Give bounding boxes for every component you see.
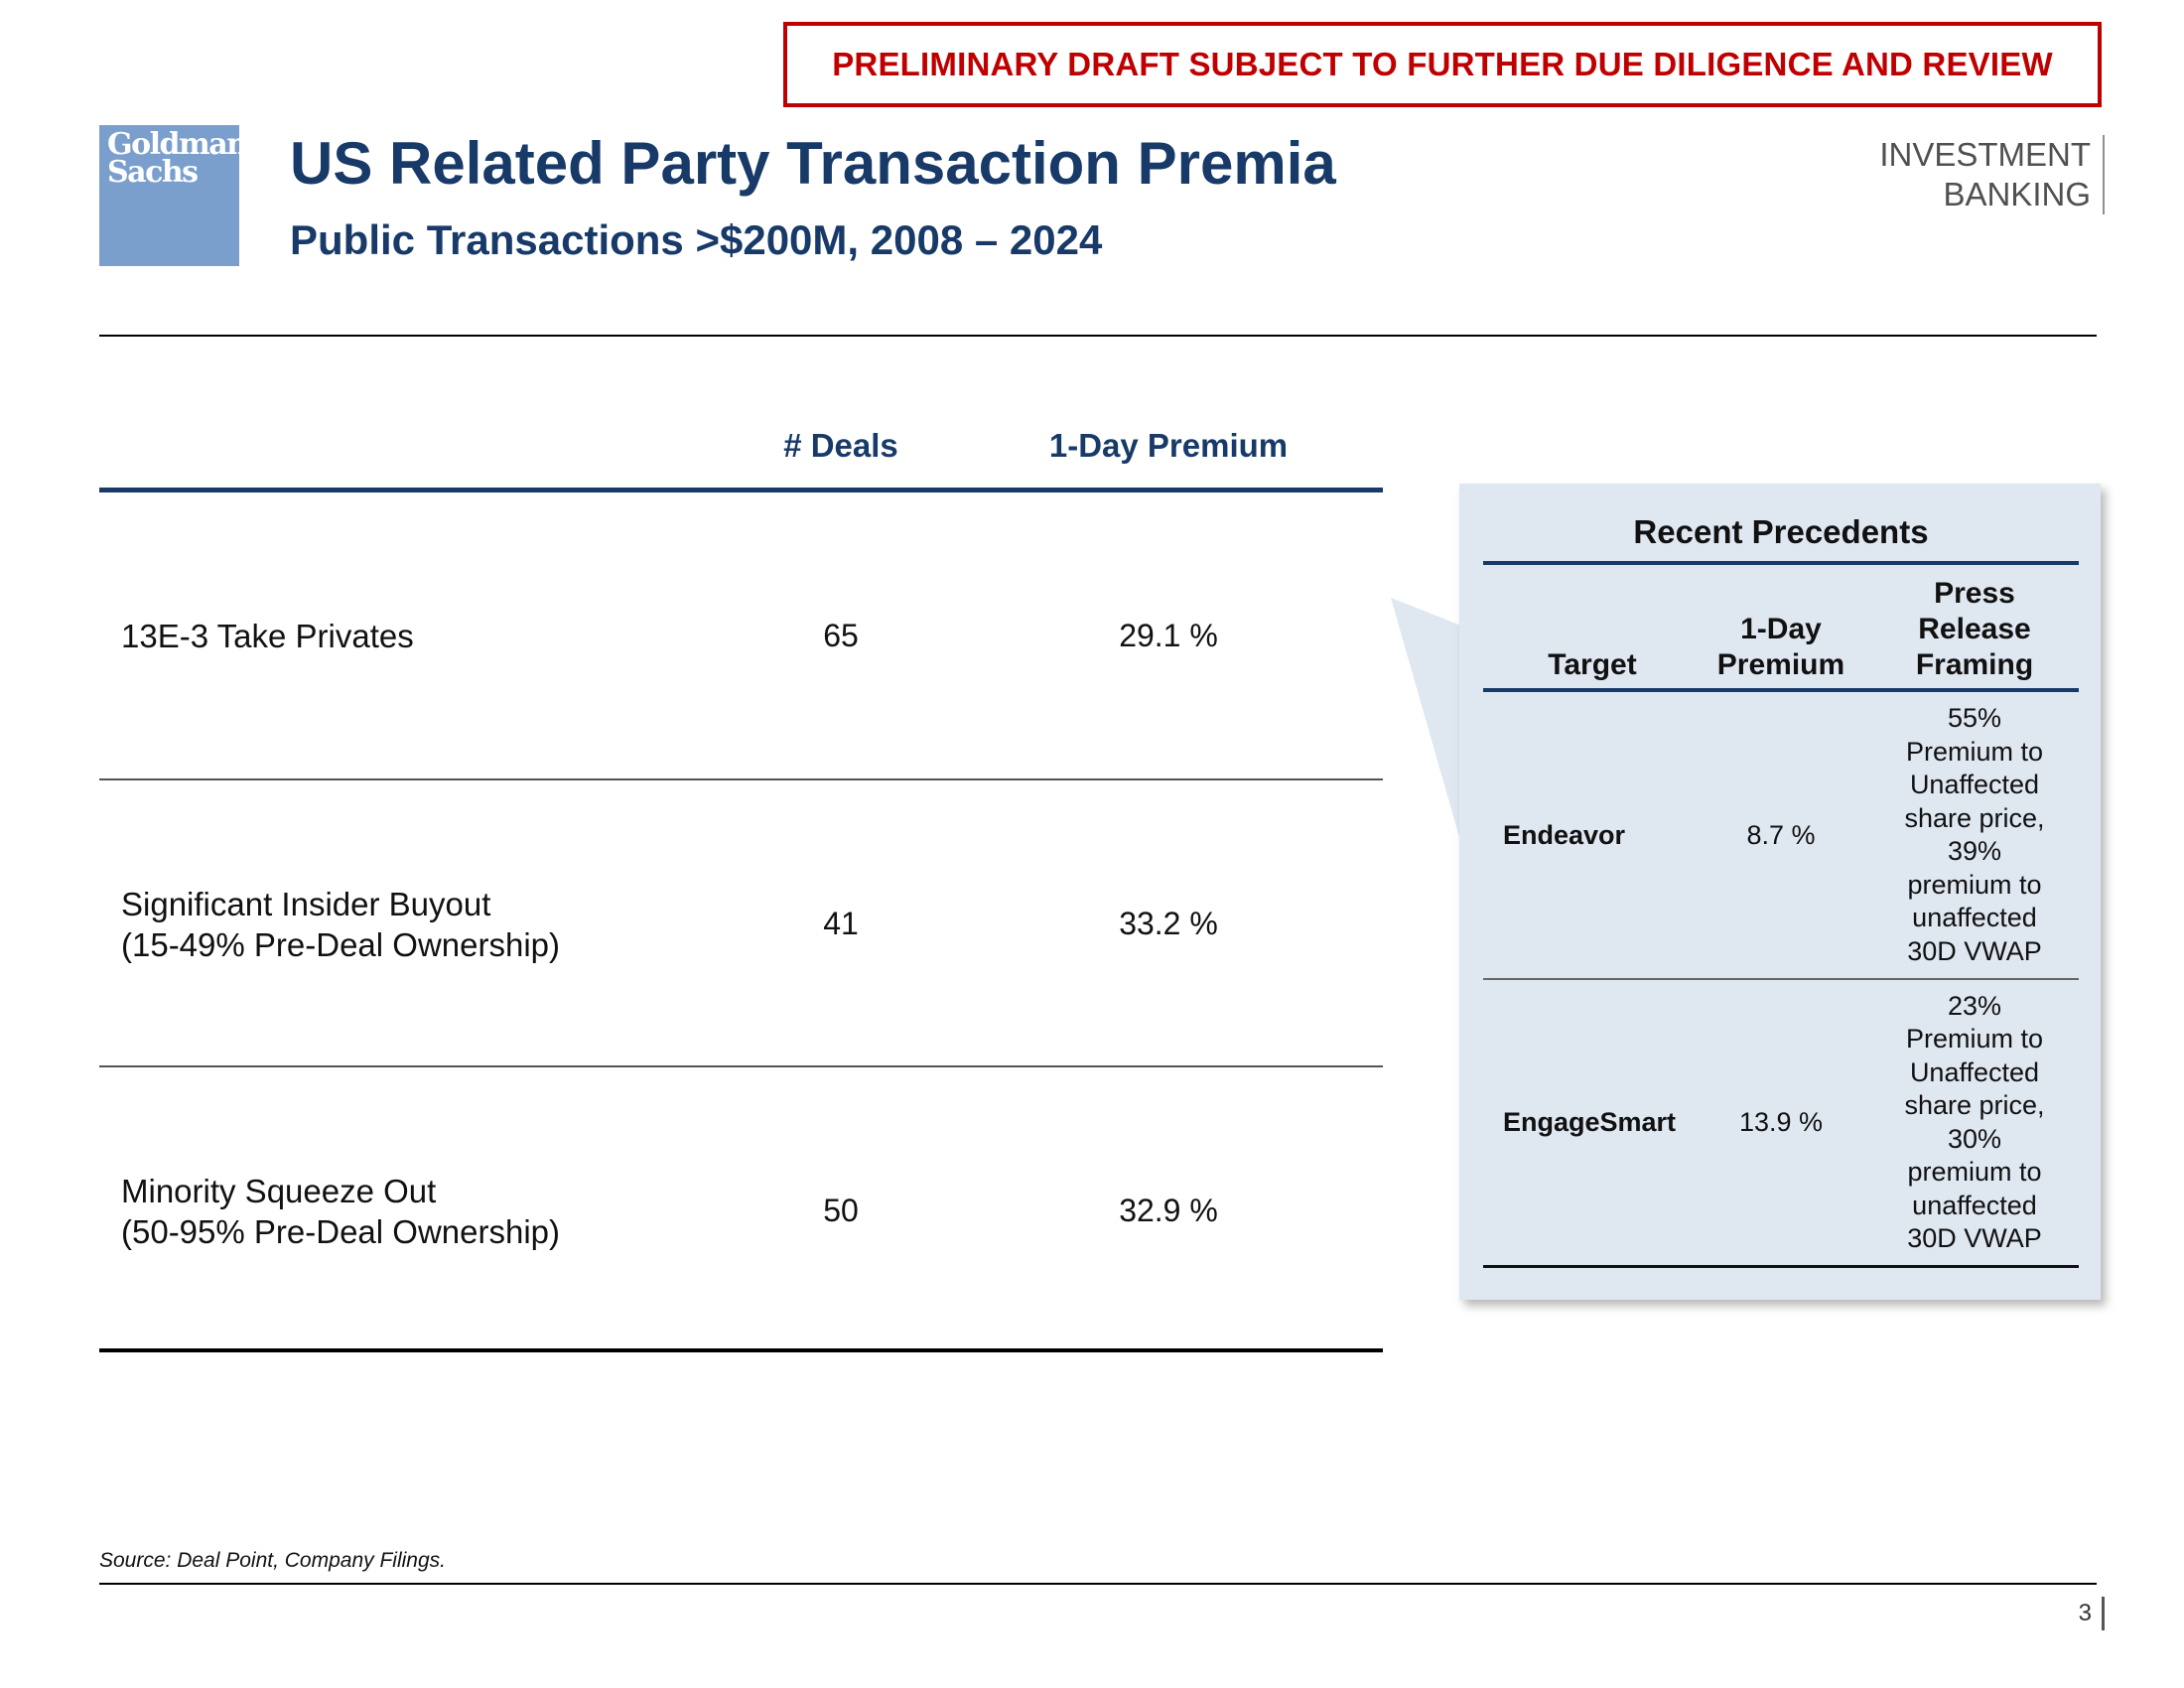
framing-line: 30D VWAP — [1907, 1223, 2042, 1253]
page-subtitle: Public Transactions >$200M, 2008 – 2024 — [290, 216, 1103, 263]
framing-line: premium to — [1907, 1157, 2042, 1187]
row-label-line-2: (15-49% Pre-Deal Ownership) — [121, 925, 561, 963]
precedents-title: Recent Precedents — [1633, 513, 1929, 550]
table-row: 13E-3 Take Privates 65 29.1 % — [99, 492, 1383, 779]
header-divider — [99, 335, 2097, 337]
framing-line: 30D VWAP — [1907, 935, 2042, 966]
logo-line-1: Goldman — [107, 127, 248, 162]
division-label: INVESTMENT BANKING — [1833, 135, 2105, 214]
row-label-line-1: 13E-3 Take Privates — [121, 618, 414, 654]
framing-line: unaffected — [1912, 1190, 2037, 1220]
row-label-line-2: (50-95% Pre-Deal Ownership) — [121, 1212, 561, 1250]
header-framing-line-1: Press — [1934, 577, 2015, 610]
framing-line: unaffected — [1912, 903, 2037, 932]
precedent-premium: 8.7 % — [1746, 819, 1816, 850]
framing-line: Unaffected — [1909, 770, 2040, 799]
table-bottom-rule — [99, 1348, 1383, 1352]
row-label: Significant Insider Buyout (15-49% Pre-D… — [121, 780, 560, 1067]
precedent-row: EngageSmart 13.9 % 23% Premium to Unaffe… — [1483, 980, 2079, 1265]
framing-line: share price, — [1904, 1090, 2045, 1120]
precedents-bottom-rule — [1483, 1265, 2079, 1268]
framing-line: 55% — [1947, 703, 2002, 733]
row-deals: 65 — [823, 618, 859, 653]
precedents-header-framing: Press Release Framing — [1880, 572, 2069, 683]
precedents-header-premium: 1-Day Premium — [1702, 572, 1860, 683]
precedent-row: Endeavor 8.7 % 55% Premium to Unaffected… — [1483, 692, 2079, 978]
header-premium-line-1: 1-Day — [1740, 613, 1822, 645]
row-label: 13E-3 Take Privates — [121, 492, 414, 779]
goldman-sachs-logo: Goldman Sachs — [99, 125, 248, 266]
source-note: Source: Deal Point, Company Filings. — [99, 1549, 446, 1572]
precedent-row-divider — [1483, 978, 2079, 980]
column-header-deals: # Deals — [783, 427, 898, 464]
row-premium: 33.2 % — [1119, 906, 1218, 941]
precedents-panel — [1459, 484, 2101, 1300]
draft-banner: PRELIMINARY DRAFT SUBJECT TO FURTHER DUE… — [783, 22, 2102, 107]
header-premium-line-2: Premium — [1716, 648, 1845, 681]
row-label: Minority Squeeze Out (50-95% Pre-Deal Ow… — [121, 1067, 560, 1354]
row-premium: 32.9 % — [1119, 1193, 1218, 1228]
framing-line: Unaffected — [1909, 1056, 2040, 1087]
row-deals: 50 — [823, 1193, 859, 1228]
framing-line: Premium to — [1905, 736, 2044, 767]
row-deals: 41 — [823, 906, 859, 941]
row-label-line-1: Significant Insider Buyout — [121, 885, 491, 922]
row-divider — [99, 1065, 1383, 1067]
precedent-premium: 13.9 % — [1738, 1107, 1824, 1137]
logo-line-2: Sachs — [107, 155, 199, 190]
framing-line: 30% — [1947, 1123, 2002, 1154]
row-label-line-1: Minority Squeeze Out — [121, 1172, 437, 1209]
table-top-rule — [99, 488, 1383, 492]
page-number: 3 — [2079, 1597, 2105, 1630]
division-line-1: INVESTMENT — [1879, 136, 2091, 173]
framing-line: Premium to — [1905, 1024, 2044, 1054]
header-framing-line-3: Framing — [1915, 648, 2034, 681]
precedent-target: Endeavor — [1503, 819, 1626, 850]
framing-line: 39% — [1947, 836, 2002, 866]
precedents-title-rule — [1483, 561, 2079, 565]
table-row: Minority Squeeze Out (50-95% Pre-Deal Ow… — [99, 1067, 1383, 1354]
framing-line: share price, — [1904, 802, 2045, 833]
row-divider — [99, 778, 1383, 780]
column-header-premium: 1-Day Premium — [1048, 427, 1289, 464]
footer-divider — [99, 1583, 2097, 1585]
framing-line: 23% — [1947, 990, 2002, 1021]
table-row: Significant Insider Buyout (15-49% Pre-D… — [99, 780, 1383, 1067]
framing-line: premium to — [1907, 869, 2042, 900]
precedents-header-rule — [1483, 688, 2079, 692]
precedents-header-target: Target — [1483, 572, 1702, 683]
callout-pointer-shape — [1391, 598, 1461, 844]
precedent-framing: 23% Premium to Unaffected share price, 3… — [1880, 980, 2069, 1265]
division-line-2: BANKING — [1943, 176, 2091, 212]
page-title: US Related Party Transaction Premia — [290, 130, 1336, 197]
row-premium: 29.1 % — [1119, 618, 1218, 653]
precedent-framing: 55% Premium to Unaffected share price, 3… — [1880, 692, 2069, 978]
header-target-text: Target — [1548, 648, 1637, 681]
precedent-target: EngageSmart — [1503, 1107, 1677, 1137]
header-framing-line-2: Release — [1918, 613, 2031, 645]
